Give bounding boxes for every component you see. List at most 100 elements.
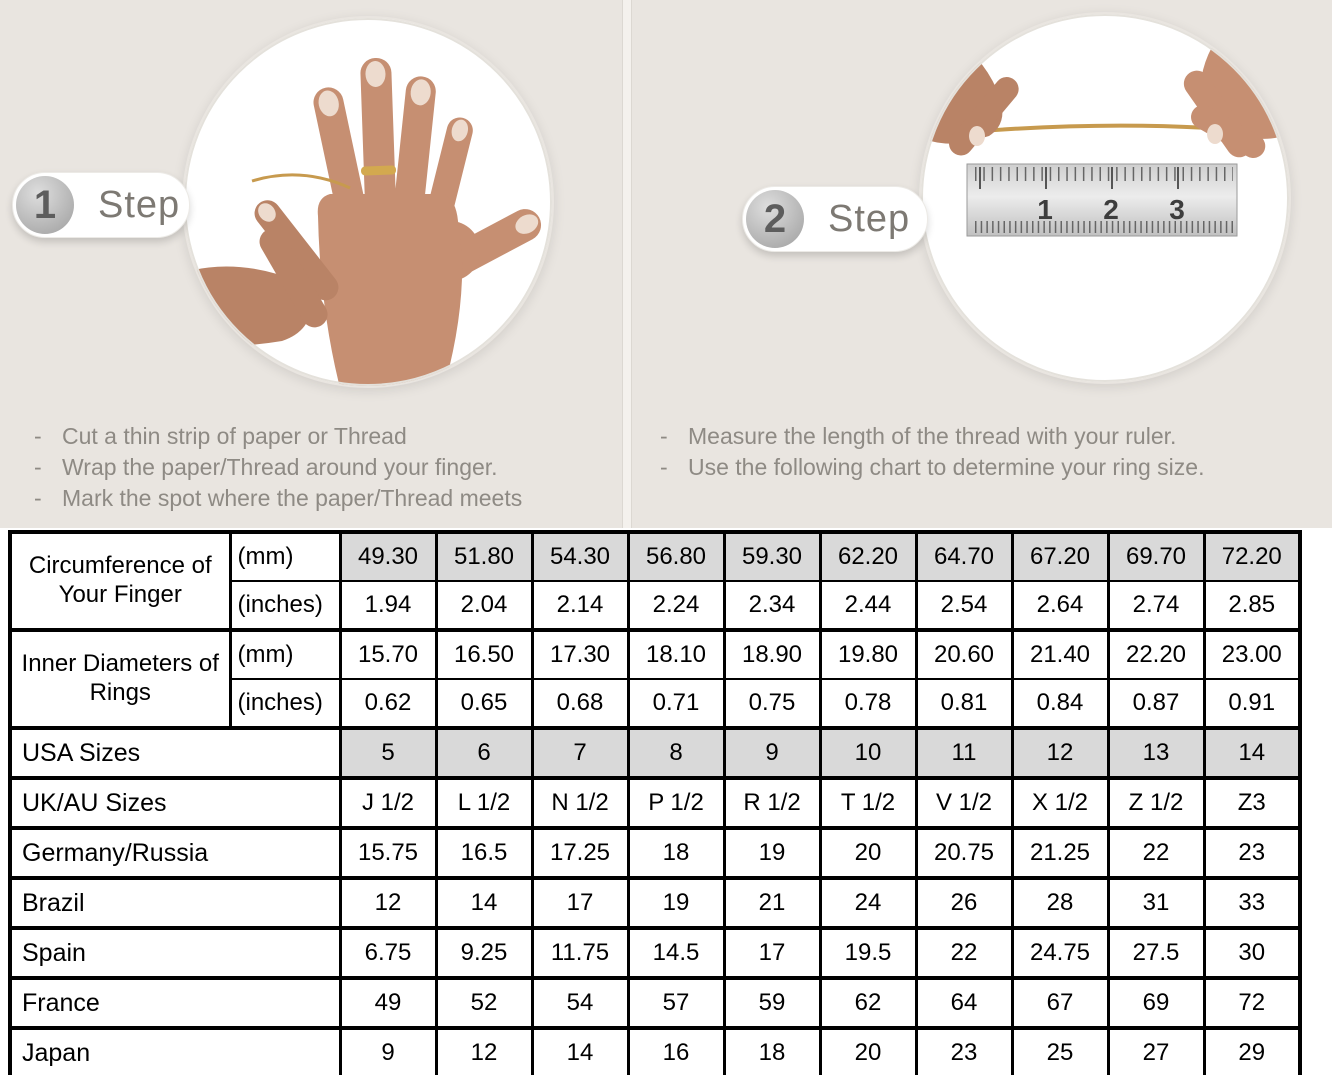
table-cell: 56.80 <box>626 530 726 582</box>
table-cell: 2.14 <box>530 580 630 632</box>
table-cell: 14 <box>530 1026 630 1075</box>
table-cell: 62 <box>818 976 918 1030</box>
instruction-text: Measure the length of the thread with yo… <box>688 423 1177 449</box>
table-cell: 25 <box>1010 1026 1110 1075</box>
table-cell: 0.91 <box>1202 678 1302 730</box>
table-cell: R 1/2 <box>722 776 822 830</box>
row-group-label: Circumference of Your Finger <box>8 530 232 631</box>
table-cell: 23 <box>914 1026 1014 1075</box>
instruction-line: - Use the following chart to determine y… <box>660 455 1204 479</box>
table-cell: 20.60 <box>914 628 1014 680</box>
table-cell: 72 <box>1202 976 1302 1030</box>
table-cell: 67 <box>1010 976 1110 1030</box>
table-cell: 72.20 <box>1202 530 1302 582</box>
table-cell: 22 <box>1106 826 1206 880</box>
ruler-number-2: 2 <box>1103 194 1119 225</box>
table-cell: 27.5 <box>1106 926 1206 980</box>
bullet-dash: - <box>34 454 42 481</box>
table-cell: 15.75 <box>338 826 438 880</box>
instruction-text: Use the following chart to determine you… <box>688 454 1205 481</box>
table-cell: 0.62 <box>338 678 438 730</box>
table-cell: 19 <box>626 876 726 930</box>
table-cell: 59.30 <box>722 530 822 582</box>
table-cell: 23 <box>1202 826 1302 880</box>
table-row: Brazil 12 14 17 19 21 24 26 28 31 33 <box>8 876 1302 930</box>
ring-size-table-body: Circumference of Your Finger (mm) 49.30 51.… <box>8 530 1302 1075</box>
table-cell: 17 <box>530 876 630 930</box>
table-cell: 13 <box>1106 726 1206 780</box>
table-cell: 52 <box>434 976 534 1030</box>
table-cell: 69.70 <box>1106 530 1206 582</box>
row-group-label: Inner Diameters of Rings <box>8 628 232 729</box>
table-cell: 27 <box>1106 1026 1206 1075</box>
table-cell: 20.75 <box>914 826 1014 880</box>
table-cell: 64 <box>914 976 1014 1030</box>
table-cell: 64.70 <box>914 530 1014 582</box>
table-cell: 0.65 <box>434 678 534 730</box>
table-cell: 19 <box>722 826 822 880</box>
instruction-line: - Measure the length of the thread with … <box>660 424 1204 448</box>
table-cell: 14 <box>434 876 534 930</box>
step1-number-circle: 1 <box>16 176 74 234</box>
table-cell: 33 <box>1202 876 1302 930</box>
panel-divider <box>622 0 632 528</box>
hand-with-thread-illustration <box>184 18 552 386</box>
table-cell: 23.00 <box>1202 628 1302 680</box>
unit-label: (mm) <box>228 628 342 680</box>
table-cell: Z3 <box>1202 776 1302 830</box>
bullet-dash: - <box>34 485 42 512</box>
table-cell: 17.30 <box>530 628 630 680</box>
table-cell: 19.5 <box>818 926 918 980</box>
table-cell: 11 <box>914 726 1014 780</box>
table-row: France 49 52 54 57 59 62 64 67 69 72 <box>8 976 1302 1030</box>
table-cell: 24.75 <box>1010 926 1110 980</box>
ruler-number-1: 1 <box>1037 194 1053 225</box>
table-cell: 18 <box>626 826 726 880</box>
table-cell: L 1/2 <box>434 776 534 830</box>
table-cell: 26 <box>914 876 1014 930</box>
table-cell: 15.70 <box>338 628 438 680</box>
table-cell: 21.40 <box>1010 628 1110 680</box>
table-cell: 16.5 <box>434 826 534 880</box>
table-row: (inches) 1.94 2.04 2.14 2.24 2.34 2.44 2.54 2.64… <box>10 580 1302 632</box>
table-cell: 28 <box>1010 876 1110 930</box>
table-cell: V 1/2 <box>914 776 1014 830</box>
thread-line <box>251 173 351 190</box>
table-row: Inner Diameters of Rings (mm) 15.70 16.50 17… <box>8 628 1302 729</box>
table-cell: 24 <box>818 876 918 930</box>
table-cell: 49.30 <box>338 530 438 582</box>
table-cell: 2.64 <box>1010 580 1110 632</box>
bullet-dash: - <box>660 454 668 481</box>
table-cell: 21 <box>722 876 822 930</box>
table-cell: X 1/2 <box>1010 776 1110 830</box>
step1-badge: 1 Step <box>12 172 190 238</box>
step2-instructions: - Measure the length of the thread with … <box>660 424 1204 479</box>
table-cell: 22 <box>914 926 1014 980</box>
table-cell: 20 <box>818 826 918 880</box>
table-cell: N 1/2 <box>530 776 630 830</box>
table-cell: 9 <box>338 1026 438 1075</box>
table-cell: 0.68 <box>530 678 630 730</box>
table-cell: 57 <box>626 976 726 1030</box>
table-row: Germany/Russia 15.75 16.5 17.25 18 19 20 20.75 2… <box>8 826 1302 880</box>
table-cell: 30 <box>1202 926 1302 980</box>
table-cell: 10 <box>818 726 918 780</box>
table-cell: 9.25 <box>434 926 534 980</box>
table-row: (inches) 0.62 0.65 0.68 0.71 0.75 0.78 0.81 0.84… <box>10 678 1302 730</box>
table-cell: 5 <box>338 726 438 780</box>
table-cell: 69 <box>1106 976 1206 1030</box>
step2-badge: 2 Step <box>742 186 928 252</box>
table-row: Spain 6.75 9.25 11.75 14.5 17 19.5 22 24.75 27.5 3… <box>8 926 1302 980</box>
table-cell: 2.54 <box>914 580 1014 632</box>
table-cell: 31 <box>1106 876 1206 930</box>
row-label: Japan <box>8 1026 342 1075</box>
table-cell: 22.20 <box>1106 628 1206 680</box>
step2-label: Step <box>828 197 911 240</box>
table-cell: 51.80 <box>434 530 534 582</box>
table-cell: 0.81 <box>914 678 1014 730</box>
row-label: USA Sizes <box>8 726 342 780</box>
table-cell: 16 <box>626 1026 726 1075</box>
table-cell: 6 <box>434 726 534 780</box>
table-cell: 2.34 <box>722 580 822 632</box>
